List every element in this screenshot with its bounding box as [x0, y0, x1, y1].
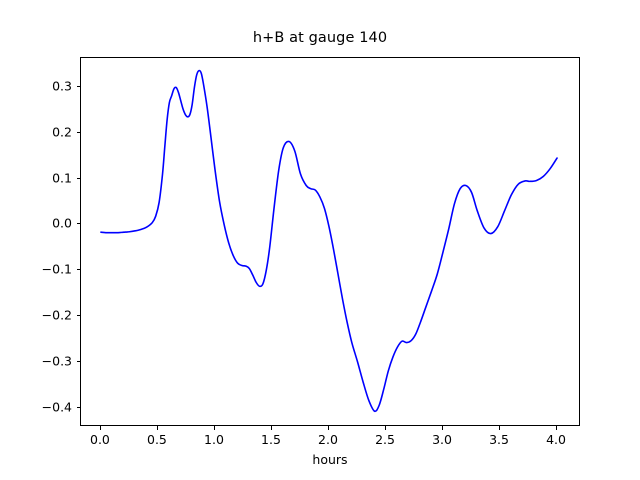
x-tick-label: 2.5	[375, 432, 395, 447]
x-tick-mark	[442, 426, 444, 430]
y-tick-mark	[76, 314, 80, 316]
x-tick-mark	[328, 426, 329, 430]
x-tick-label: 1.0	[204, 432, 224, 447]
y-tick-label: −0.1	[41, 261, 72, 277]
y-tick-mark	[76, 131, 80, 133]
y-tick-mark	[76, 223, 80, 225]
chart-title: h+B at gauge 140	[252, 30, 388, 46]
y-tick-mark	[76, 406, 80, 408]
x-tick-mark	[99, 426, 101, 430]
y-tick-mark	[76, 360, 80, 362]
y-tick-label: −0.2	[41, 307, 72, 323]
y-tick-label: 0.0	[52, 215, 72, 231]
x-tick-mark	[270, 426, 272, 430]
x-axis-tick-labels: 0.0 0.5 1.0 1.5 2.0 2.5 3.0 3.5 4.0	[80, 426, 580, 452]
curve-path	[100, 69, 558, 413]
line-series-h-plus-b	[100, 69, 558, 413]
x-tick-label: 3.5	[489, 432, 509, 447]
x-tick-label: 3.0	[432, 432, 452, 447]
y-tick-label: 0.3	[52, 78, 72, 94]
x-tick-label: 0.5	[147, 432, 167, 447]
x-tick-mark	[556, 426, 558, 430]
plot-area	[80, 57, 580, 426]
x-axis-label: hours	[312, 452, 348, 467]
x-tick-label: 1.5	[261, 432, 281, 447]
y-tick-label: 0.1	[52, 170, 72, 186]
x-tick-label: 4.0	[546, 432, 566, 447]
x-tick-label: 0.0	[90, 432, 110, 447]
y-tick-mark	[76, 86, 80, 88]
x-tick-mark	[385, 426, 387, 430]
y-axis-tick-labels: 0.3 0.2 0.1 0.0 −0.1 −0.2 −0.3 −0.4	[30, 57, 80, 426]
y-tick-label: −0.3	[41, 353, 72, 369]
y-tick-mark	[76, 269, 80, 271]
x-tick-mark	[499, 426, 501, 430]
y-tick-label: −0.4	[41, 399, 72, 415]
y-tick-label: 0.2	[52, 124, 72, 140]
x-tick-mark	[156, 426, 158, 430]
x-tick-label: 2.0	[318, 432, 338, 447]
y-tick-mark	[76, 177, 80, 179]
x-tick-mark	[213, 426, 215, 430]
